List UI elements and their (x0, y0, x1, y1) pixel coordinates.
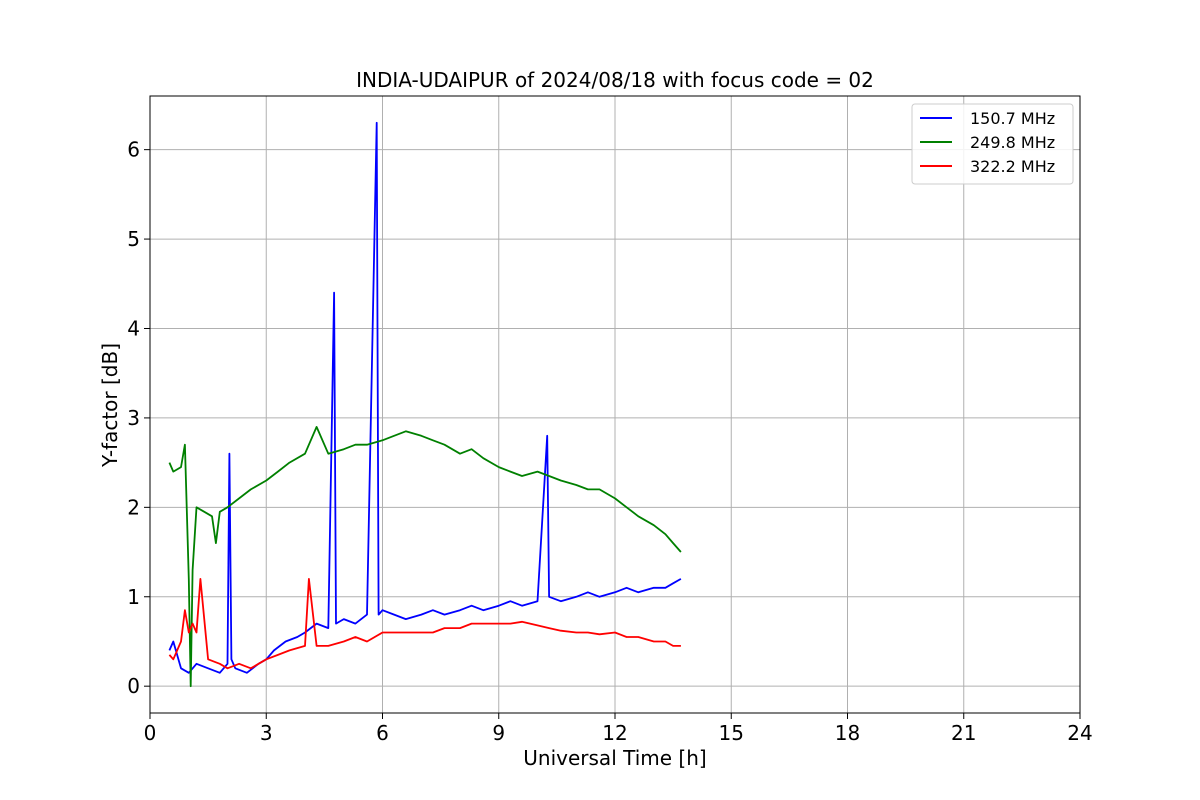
x-tick-label: 21 (951, 721, 976, 745)
y-tick-label: 0 (127, 674, 140, 698)
legend: 150.7 MHz 249.8 MHz 322.2 MHz (911, 103, 1074, 185)
y-tick-label: 6 (127, 138, 140, 162)
x-tick-label: 0 (144, 721, 157, 745)
x-tick-label: 6 (376, 721, 389, 745)
legend-label: 322.2 MHz (970, 157, 1055, 176)
legend-label: 249.8 MHz (970, 133, 1055, 152)
x-ticks: 0 3 6 9 12 15 18 21 24 (144, 713, 1093, 745)
chart-title: INDIA-UDAIPUR of 2024/08/18 with focus c… (356, 68, 874, 92)
x-tick-label: 24 (1067, 721, 1092, 745)
x-tick-label: 3 (260, 721, 273, 745)
series-layer (168, 121, 682, 688)
x-tick-label: 9 (492, 721, 505, 745)
series-line-150-7-mhz (168, 121, 682, 674)
y-tick-label: 4 (127, 316, 140, 340)
x-axis-label: Universal Time [h] (523, 746, 706, 770)
y-ticks: 0 1 2 3 4 5 6 (127, 138, 150, 698)
x-tick-label: 12 (602, 721, 627, 745)
grid (149, 96, 1081, 713)
y-tick-label: 3 (127, 406, 140, 430)
legend-box (911, 103, 1074, 185)
legend-label: 150.7 MHz (970, 109, 1055, 128)
y-tick-label: 2 (127, 495, 140, 519)
series-line-322-2-mhz (168, 578, 681, 670)
x-tick-label: 18 (835, 721, 860, 745)
y-axis-label: Y-factor [dB] (98, 343, 122, 468)
y-tick-label: 5 (127, 227, 140, 251)
y-tick-label: 1 (127, 585, 140, 609)
x-tick-label: 15 (719, 721, 744, 745)
series-line-249-8-mhz (168, 425, 682, 688)
